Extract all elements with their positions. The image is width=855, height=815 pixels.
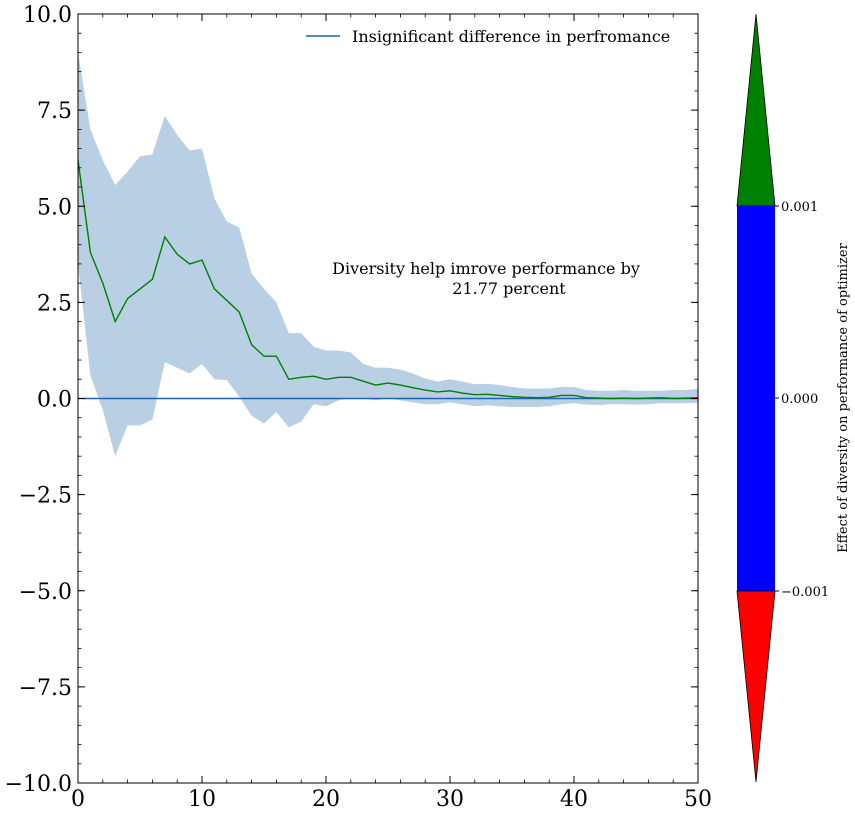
y-tick-label: 0.0 [37, 388, 72, 413]
x-tick-label: 40 [560, 787, 588, 812]
annotation-line-1: Diversity help imrove performance by [332, 259, 640, 278]
y-tick-label: −7.5 [19, 676, 72, 701]
legend-label: Insignificant difference in perfromance [352, 27, 670, 46]
x-tick-label: 30 [436, 787, 464, 812]
colorbar-extend-over [736, 13, 776, 207]
x-tick-label: 20 [312, 787, 340, 812]
annotation: Diversity help imrove performance by 21.… [332, 259, 640, 298]
colorbar-tick-label: 0.000 [781, 392, 818, 407]
x-tick-label: 50 [684, 787, 712, 812]
colorbar-body [737, 206, 775, 591]
x-tick-label: 0 [71, 787, 85, 812]
legend: Insignificant difference in perfromance [306, 27, 670, 46]
colorbar-tick-label: 0.001 [781, 200, 818, 215]
y-tick-label: −2.5 [19, 484, 72, 509]
y-tick-label: 5.0 [37, 195, 72, 220]
y-tick-label: 7.5 [37, 99, 72, 124]
x-tick-label: 10 [188, 787, 216, 812]
confidence-band [78, 52, 698, 457]
annotation-line-2: 21.77 percent [452, 279, 566, 298]
colorbar-label: Effect of diversity on performance of op… [836, 242, 851, 552]
y-tick-label: −5.0 [19, 580, 72, 605]
colorbar-extend-under [736, 590, 776, 783]
series-line [77, 160, 699, 400]
y-tick-label: −10.0 [5, 772, 72, 797]
plot-area: −10.0 −7.5 −5.0 −2.5 0.0 2.5 5.0 7.5 10.0 0 10 20 30… [5, 3, 712, 812]
y-tick-label: 2.5 [37, 291, 72, 316]
y-tick-label: 10.0 [23, 3, 72, 28]
colorbar-tick-label: −0.001 [781, 585, 829, 600]
colorbar: 0.001 0.000 −0.001 Effect of diversity o… [736, 13, 851, 783]
